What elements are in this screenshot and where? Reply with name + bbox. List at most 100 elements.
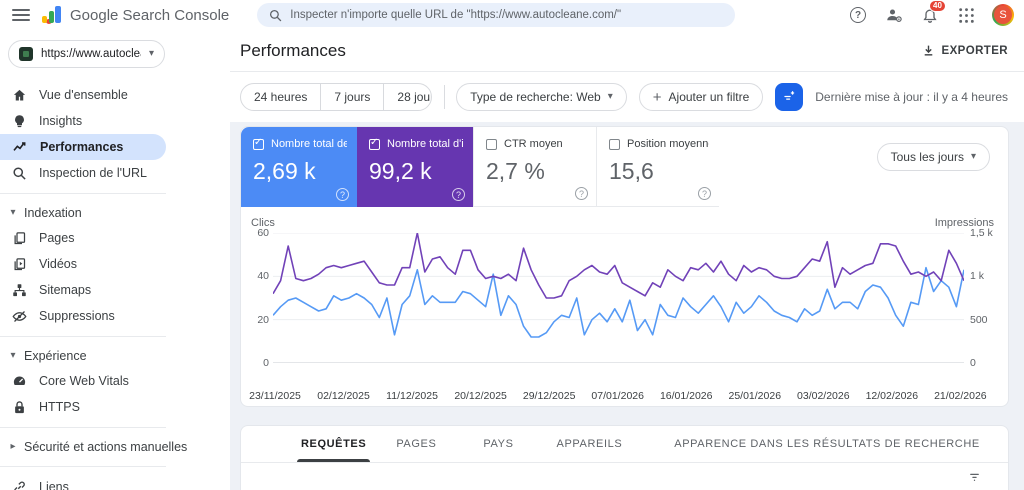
apps-grid-button[interactable] — [956, 5, 976, 25]
checkbox-icon[interactable] — [486, 138, 497, 150]
metric-value: 15,6 — [609, 158, 654, 184]
x-axis-ticks: 23/11/2025 02/12/2025 11/12/2025 20/12/2025… — [249, 390, 987, 402]
section-label: Sécurité et actions manuelles — [24, 440, 188, 454]
filter-list-icon[interactable] — [967, 471, 982, 484]
sidebar-item-sitemaps[interactable]: Sitemaps — [0, 277, 166, 303]
date-range-group: 24 heures 7 jours 28 jours ✓ 3 mois Plus… — [240, 83, 432, 111]
eye-off-icon — [12, 310, 27, 322]
sidebar-item-pages[interactable]: Pages — [0, 225, 166, 251]
tab-devices[interactable]: APPAREILS — [556, 438, 623, 450]
metric-tile-ctr[interactable]: CTR moyen 2,7 % ? — [473, 127, 596, 207]
sidebar-item-label: Core Web Vitals — [39, 374, 129, 388]
metric-label: Nombre total d'im… — [387, 138, 463, 150]
range-7d[interactable]: 7 jours — [321, 84, 385, 110]
sidebar: https://www.autocleane... ▾ Vue d'ensemb… — [0, 30, 230, 490]
app-title: Google Search Console — [70, 6, 230, 24]
sidebar-item-label: HTTPS — [39, 400, 80, 414]
tab-search-appearance[interactable]: APPARENCE DANS LES RÉSULTATS DE RECHERCH… — [674, 438, 980, 450]
granularity-selector[interactable]: Tous les jours ▾ — [876, 143, 990, 171]
export-button[interactable]: EXPORTER — [922, 44, 1008, 57]
help-button[interactable]: ? — [848, 5, 868, 25]
sidebar-item-label: Pages — [39, 231, 75, 245]
add-filter-button[interactable]: + Ajouter un filtre — [638, 83, 764, 111]
chevron-down-icon: ▾ — [148, 48, 154, 59]
chevron-down-icon: ▾ — [607, 91, 613, 102]
sidebar-section-indexing[interactable]: ▾ Indexation — [0, 201, 230, 225]
checkbox-icon[interactable] — [369, 138, 380, 150]
url-inspect-search-input[interactable]: Inspecter n'importe quelle URL de "https… — [257, 3, 736, 27]
sitemap-icon — [13, 283, 26, 296]
content-area: Nombre total de c… 2,69 k ? Nombre total… — [230, 122, 1024, 490]
left-axis-ticks: 0 20 40 60 — [257, 227, 269, 369]
section-label: Indexation — [24, 206, 82, 220]
tab-queries[interactable]: REQUÊTES — [296, 426, 371, 462]
sidebar-section-security[interactable]: ▸ Sécurité et actions manuelles — [0, 435, 230, 459]
sidebar-item-videos[interactable]: Vidéos — [0, 251, 166, 277]
checkbox-icon[interactable] — [609, 138, 620, 150]
help-icon[interactable]: ? — [698, 187, 711, 200]
sidebar-item-label: Vue d'ensemble — [39, 88, 128, 102]
divider — [0, 336, 166, 337]
user-settings-button[interactable] — [884, 5, 904, 25]
sidebar-item-label: Vidéos — [39, 257, 77, 271]
export-label: EXPORTER — [941, 44, 1008, 57]
sidebar-item-overview[interactable]: Vue d'ensemble — [0, 82, 166, 108]
help-icon[interactable]: ? — [575, 187, 588, 200]
chevron-right-icon: ▸ — [10, 441, 16, 452]
metric-tiles: Nombre total de c… 2,69 k ? Nombre total… — [241, 127, 1008, 207]
divider — [0, 427, 166, 428]
link-icon — [14, 481, 25, 490]
chart-plot[interactable] — [273, 233, 964, 384]
sidebar-item-label: Suppressions — [39, 309, 115, 323]
chevron-down-icon: ▾ — [10, 207, 16, 218]
account-avatar[interactable]: S — [992, 4, 1014, 26]
notifications-button[interactable]: 40 — [920, 0, 946, 25]
person-gear-icon — [887, 9, 902, 22]
divider — [0, 193, 166, 194]
help-icon[interactable]: ? — [336, 188, 349, 201]
metric-tile-clicks[interactable]: Nombre total de c… 2,69 k ? — [241, 127, 357, 207]
range-24h[interactable]: 24 heures — [241, 84, 322, 110]
performance-chart-svg — [273, 233, 964, 363]
performance-card: Nombre total de c… 2,69 k ? Nombre total… — [240, 126, 1009, 407]
dimension-tabs: REQUÊTES PAGES PAYS APPAREILS APPARENCE … — [241, 426, 1008, 463]
tab-countries[interactable]: PAYS — [483, 438, 514, 450]
search-icon — [270, 9, 282, 21]
sidebar-item-label: Sitemaps — [39, 283, 92, 297]
trend-chart-icon — [13, 142, 26, 151]
filter-bar: 24 heures 7 jours 28 jours ✓ 3 mois Plus… — [230, 72, 1024, 122]
sidebar-section-experience[interactable]: ▾ Expérience — [0, 344, 230, 368]
filter-settings-button[interactable] — [775, 83, 804, 111]
plus-icon: + — [652, 88, 662, 106]
sidebar-item-label: Performances — [40, 140, 124, 154]
search-type-filter[interactable]: Type de recherche: Web ▾ — [456, 83, 627, 111]
metric-tile-impressions[interactable]: Nombre total d'im… 99,2 k ? — [357, 127, 473, 207]
last-update-text: Dernière mise à jour : il y a 4 heures — [815, 90, 1008, 104]
menu-icon[interactable] — [12, 9, 30, 21]
magnifier-icon — [13, 166, 26, 180]
sidebar-item-removals[interactable]: Suppressions — [0, 303, 166, 329]
search-console-logo-icon — [42, 6, 62, 24]
page-title: Performances — [240, 40, 346, 60]
checkbox-icon[interactable] — [253, 138, 264, 150]
sidebar-item-core-web-vitals[interactable]: Core Web Vitals — [0, 368, 166, 394]
sidebar-item-links[interactable]: Liens — [0, 474, 166, 490]
tab-pages[interactable]: PAGES — [396, 438, 437, 450]
sidebar-item-performance[interactable]: Performances — [0, 134, 166, 160]
sidebar-item-label: Liens — [39, 480, 69, 490]
divider — [443, 85, 445, 109]
metric-value: 99,2 k — [369, 158, 432, 184]
sidebar-item-https[interactable]: HTTPS — [0, 394, 166, 420]
range-28d[interactable]: 28 jours — [384, 84, 430, 110]
help-icon[interactable]: ? — [452, 188, 465, 201]
download-icon — [924, 45, 932, 56]
sidebar-item-insights[interactable]: Insights — [0, 108, 166, 134]
divider — [0, 466, 166, 467]
top-header: Google Search Console Inspecter n'import… — [0, 0, 1024, 30]
property-selector[interactable]: https://www.autocleane... ▾ — [8, 40, 165, 68]
metric-value: 2,7 % — [486, 158, 545, 184]
metric-tile-position[interactable]: Position moyenne 15,6 ? — [596, 127, 719, 207]
metric-label: CTR moyen — [504, 138, 563, 150]
chart-section: Clics Impressions 0 20 40 60 0 500 1 k 1,5 k 2… — [241, 207, 1008, 406]
sidebar-item-url-inspection[interactable]: Inspection de l'URL — [0, 160, 166, 186]
